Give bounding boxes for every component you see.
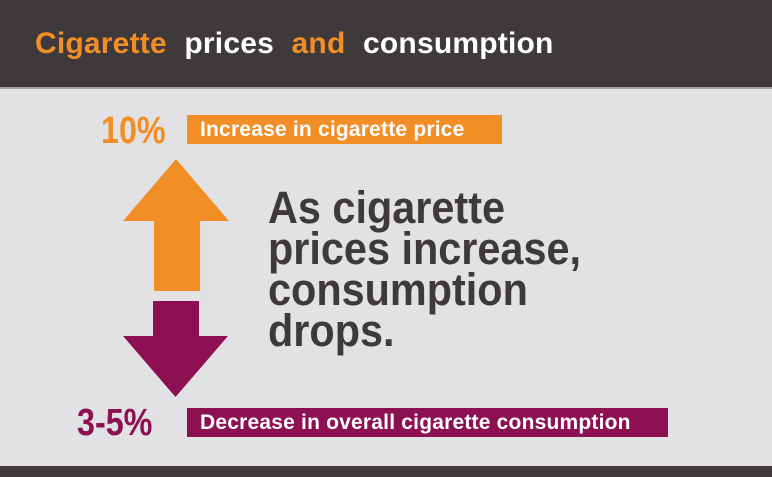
- consumption-decrease-label: Decrease in overall cigarette consumptio…: [200, 410, 631, 434]
- title-word-prices: prices: [184, 26, 274, 60]
- title-word-consumption: consumption: [363, 26, 554, 60]
- consumption-decrease-banner: Decrease in overall cigarette consumptio…: [187, 408, 668, 437]
- key-message: As cigarette prices increase, consumptio…: [268, 182, 582, 356]
- price-increase-banner: Increase in cigarette price: [187, 115, 502, 144]
- header-bar: Cigarette prices and consumption: [0, 0, 772, 89]
- down-arrow-icon: [123, 301, 228, 397]
- footer-bar: [0, 466, 772, 477]
- price-increase-percent: 10%: [101, 110, 166, 152]
- key-message-line: consumption: [268, 264, 528, 315]
- title-word-and: and: [291, 26, 346, 60]
- down-arrow-shape: [123, 301, 228, 397]
- title-word-cigarette: Cigarette: [35, 26, 167, 60]
- up-arrow-icon: [123, 159, 229, 291]
- page-title: Cigarette prices and consumption: [35, 27, 554, 61]
- up-arrow-shape: [123, 159, 229, 291]
- key-message-line: prices increase,: [268, 223, 582, 274]
- consumption-decrease-percent: 3-5%: [77, 402, 153, 444]
- key-message-line: drops.: [268, 305, 395, 356]
- price-increase-label: Increase in cigarette price: [200, 117, 465, 141]
- key-message-line: As cigarette: [268, 182, 506, 233]
